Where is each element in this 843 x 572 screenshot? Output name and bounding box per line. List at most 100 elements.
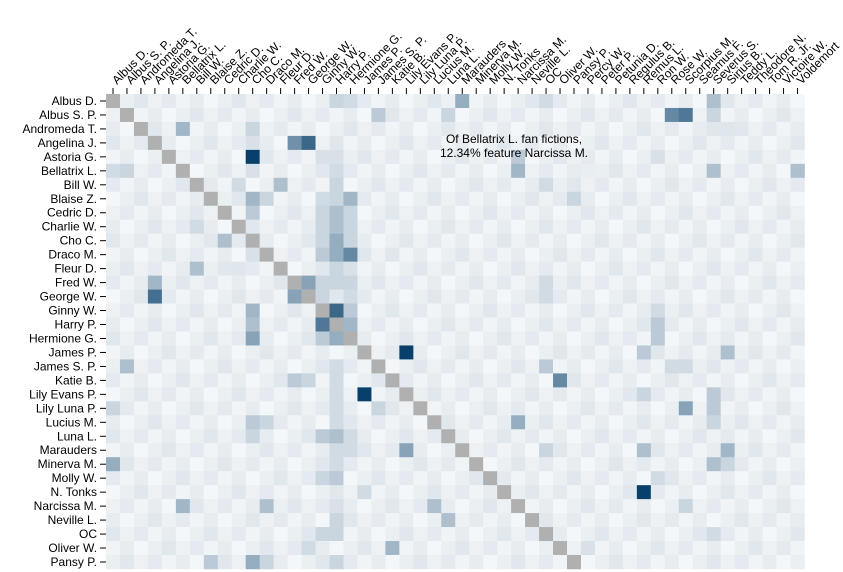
heatmap-cell — [483, 471, 498, 486]
heatmap-cell — [776, 401, 791, 416]
heatmap-cell — [245, 373, 260, 388]
heatmap-cell — [650, 527, 666, 542]
heatmap-cell — [567, 275, 582, 290]
heatmap-cell — [455, 107, 470, 123]
heatmap-cell — [525, 163, 540, 179]
heatmap-cell — [273, 513, 288, 528]
heatmap-cell — [567, 177, 582, 193]
heatmap-cell — [720, 303, 735, 318]
heatmap-cell — [301, 555, 316, 570]
heatmap-cell — [748, 555, 763, 570]
heatmap-cell — [720, 499, 735, 514]
heatmap-cell — [399, 457, 414, 472]
heatmap-cell — [385, 219, 400, 234]
heatmap-cell — [343, 499, 358, 514]
heatmap-cell — [245, 163, 260, 179]
heatmap-cell — [343, 373, 358, 388]
heatmap-cell — [357, 457, 372, 472]
heatmap-cell — [315, 373, 330, 388]
heatmap-cell — [427, 289, 442, 304]
heatmap-cell — [776, 471, 791, 486]
heatmap-cell — [301, 401, 316, 416]
heatmap-cell — [161, 471, 177, 486]
heatmap-cell — [133, 415, 149, 430]
heatmap-cell — [469, 289, 484, 304]
heatmap-cell — [706, 457, 721, 472]
heatmap-cell — [539, 261, 554, 276]
heatmap-cell — [720, 485, 735, 500]
heatmap-cell — [441, 387, 456, 402]
heatmap-cell — [706, 387, 721, 402]
heatmap-cell — [161, 163, 177, 179]
heatmap-cell — [664, 317, 680, 332]
heatmap-cell — [748, 191, 763, 207]
heatmap-cell — [119, 485, 135, 500]
heatmap-cell — [133, 163, 149, 179]
heatmap-cell — [301, 163, 316, 179]
heatmap-cell — [413, 527, 428, 542]
y-tick-label: James S. P. — [34, 359, 97, 373]
heatmap-cell — [608, 387, 624, 402]
heatmap-cell — [580, 135, 596, 151]
heatmap-cell — [580, 303, 596, 318]
heatmap-cell — [161, 457, 177, 472]
heatmap-cell — [259, 443, 274, 458]
heatmap-cell — [622, 261, 638, 276]
heatmap-cell — [483, 163, 498, 179]
heatmap-cell — [706, 471, 721, 486]
heatmap-cell — [343, 513, 358, 528]
heatmap-cell — [231, 457, 246, 472]
heatmap-cell — [776, 359, 791, 374]
heatmap-cell — [217, 177, 233, 193]
heatmap-cell — [511, 513, 526, 528]
heatmap-cell — [469, 401, 484, 416]
heatmap-cell — [231, 107, 246, 123]
heatmap-cell — [217, 275, 233, 290]
heatmap-cell — [608, 107, 624, 123]
heatmap-cell — [720, 331, 735, 346]
heatmap-cell — [692, 317, 708, 332]
heatmap-cell — [748, 149, 763, 165]
heatmap-cell — [608, 359, 624, 374]
heatmap-cell — [608, 401, 624, 416]
heatmap-cell — [650, 555, 666, 570]
heatmap-cell — [664, 415, 680, 430]
heatmap-cell — [455, 387, 470, 402]
heatmap-cell — [650, 149, 666, 165]
heatmap-cell — [371, 471, 386, 486]
heatmap-cell — [567, 107, 582, 123]
heatmap-cell — [133, 373, 149, 388]
heatmap-cell — [385, 163, 400, 179]
heatmap-cell — [301, 289, 316, 304]
heatmap-cell — [329, 275, 344, 290]
heatmap-cell — [594, 555, 610, 570]
heatmap-cell — [189, 457, 205, 472]
heatmap-cell — [245, 219, 260, 234]
heatmap-cell — [259, 149, 274, 165]
heatmap-cell — [678, 163, 694, 179]
heatmap-cell — [553, 485, 568, 500]
heatmap-cell — [217, 555, 233, 570]
heatmap-cell — [357, 247, 372, 262]
heatmap-cell — [259, 121, 274, 137]
heatmap-cell — [553, 121, 568, 137]
heatmap-cell — [720, 527, 735, 542]
heatmap-cell — [245, 485, 260, 500]
heatmap-cell — [511, 527, 526, 542]
heatmap-cell — [497, 331, 512, 346]
heatmap-cell — [608, 275, 624, 290]
heatmap-cell — [720, 513, 735, 528]
heatmap-cell — [790, 345, 805, 360]
heatmap-cell — [161, 373, 177, 388]
heatmap-cell — [734, 149, 749, 165]
heatmap-cell — [650, 499, 666, 514]
heatmap-cell — [790, 429, 805, 444]
heatmap-cell — [161, 121, 177, 137]
heatmap-cell — [734, 485, 749, 500]
heatmap-cell — [622, 205, 638, 221]
heatmap-cell — [133, 275, 149, 290]
heatmap-cell — [147, 359, 163, 374]
heatmap-cell — [553, 261, 568, 276]
axis-ticks — [100, 88, 799, 563]
heatmap-cell — [385, 555, 400, 570]
